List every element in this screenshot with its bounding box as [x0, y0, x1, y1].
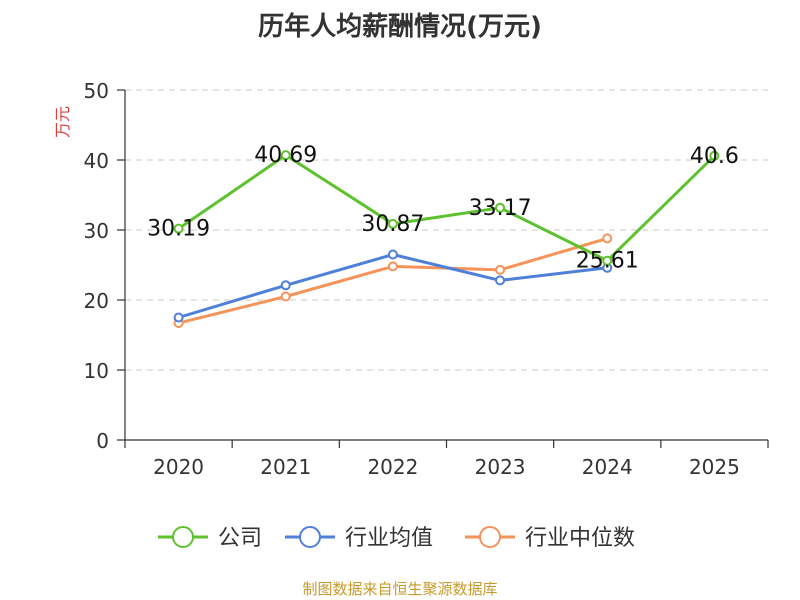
x-tick-label-2024: 2024 — [582, 455, 633, 479]
data-point — [602, 233, 613, 244]
legend-marker — [299, 526, 321, 548]
y-tick-label-20: 20 — [84, 289, 109, 313]
source-note: 制图数据来自恒生聚源数据库 — [302, 580, 498, 598]
data-point — [280, 150, 291, 161]
y-tick-label-10: 10 — [84, 359, 109, 383]
legend-item-2[interactable]: 行业中位数 — [465, 526, 635, 551]
legend-item-1[interactable]: 行业均值 — [285, 526, 433, 551]
data-label: 25.61 — [576, 249, 639, 274]
x-tick-label-2022: 2022 — [367, 455, 418, 479]
data-point — [709, 150, 720, 161]
legend-marker — [479, 526, 501, 548]
data-point — [495, 275, 506, 286]
data-point — [280, 291, 291, 302]
y-tick-label-50: 50 — [84, 79, 109, 103]
data-label: 30.19 — [147, 217, 210, 242]
data-point — [280, 280, 291, 291]
x-tick-label-2025: 2025 — [689, 455, 740, 479]
x-tick-label-2021: 2021 — [260, 455, 311, 479]
data-point — [495, 264, 506, 275]
legend-label: 公司 — [218, 526, 262, 551]
data-point — [495, 202, 506, 213]
y-tick-label-0: 0 — [96, 429, 109, 453]
legend-item-0[interactable]: 公司 — [158, 526, 262, 551]
data-label: 40.6 — [690, 144, 739, 169]
legend-marker — [172, 526, 194, 548]
gridlines — [125, 89, 768, 371]
y-tick-label-40: 40 — [84, 149, 109, 173]
legend[interactable]: 公司 行业均值 行业中位数 — [158, 526, 635, 551]
data-point — [387, 249, 398, 260]
legend-label: 行业中位数 — [525, 526, 635, 551]
data-label: 40.69 — [254, 143, 317, 168]
axes: 0 10 20 30 40 50 2020 2021 2022 2023 2024 2025 万元 — [53, 79, 769, 479]
y-axis-label: 万元 — [53, 106, 72, 138]
data-point — [387, 261, 398, 272]
data-label: 33.17 — [469, 196, 532, 221]
series-lines — [173, 150, 720, 329]
legend-label: 行业均值 — [345, 526, 433, 551]
data-point — [387, 218, 398, 229]
series-line-0 — [177, 153, 716, 263]
data-point — [173, 312, 184, 323]
data-labels: 30.19 40.69 30.87 33.17 25.61 40.6 — [147, 143, 739, 274]
data-point — [602, 255, 613, 266]
y-tick-label-30: 30 — [84, 219, 109, 243]
chart-title: 历年人均薪酬情况(万元) — [258, 12, 542, 42]
x-tick-label-2020: 2020 — [153, 455, 204, 479]
data-point — [173, 223, 184, 234]
data-label: 30.87 — [361, 212, 424, 237]
x-tick-label-2023: 2023 — [475, 455, 526, 479]
